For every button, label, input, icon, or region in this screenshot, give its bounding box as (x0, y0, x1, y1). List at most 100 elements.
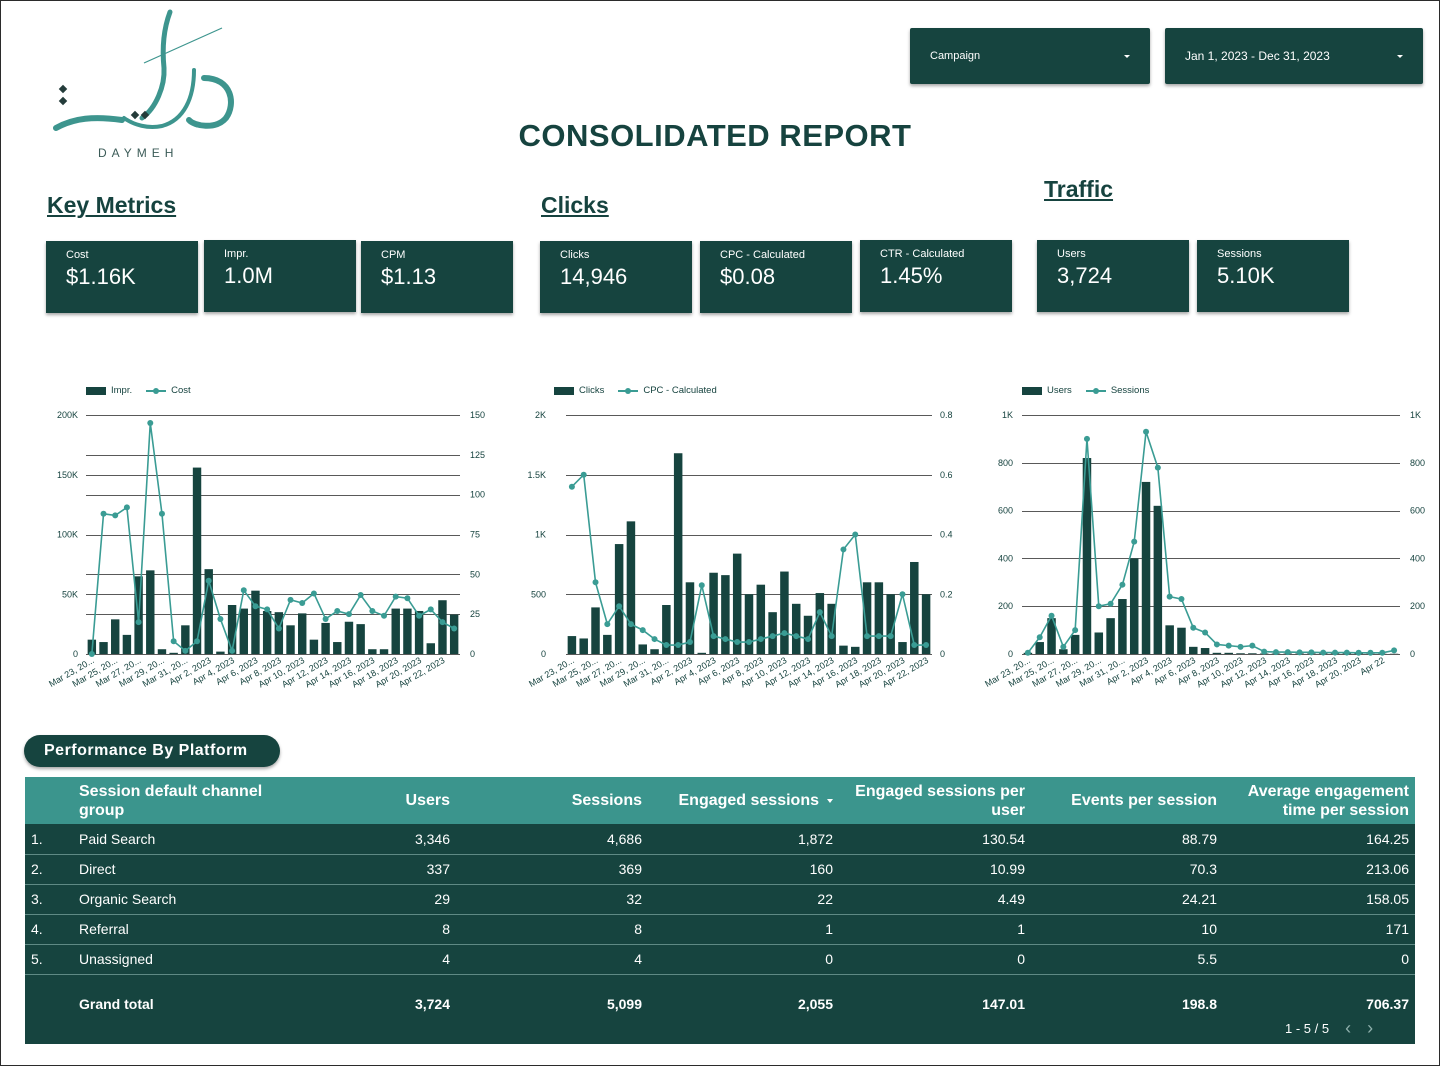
bar-impr- (99, 642, 108, 654)
header-users[interactable]: Users (405, 792, 450, 809)
bar-clicks (756, 584, 766, 654)
scorecard-value: 14,946 (560, 264, 628, 289)
header-sessions[interactable]: Sessions (571, 792, 642, 809)
legend-item-bar[interactable]: Impr. (86, 385, 132, 396)
line-point (123, 504, 130, 511)
bar-impr- (286, 625, 295, 654)
line-point (310, 590, 317, 597)
line-point (1048, 612, 1055, 619)
header-channel-group[interactable]: Session default channel group (79, 782, 263, 819)
left-axis-tick-label: 0 (73, 649, 78, 659)
line-point (1225, 642, 1232, 649)
line-point (240, 587, 247, 594)
table-header-row: Session default channel group Users Sess… (25, 777, 1415, 824)
line-point (299, 600, 306, 607)
bar-impr- (449, 614, 459, 654)
right-axis-tick-label: 400 (1410, 553, 1425, 563)
line-point (911, 642, 918, 649)
cell-engaged: 1 (648, 914, 839, 945)
line-point (112, 512, 119, 519)
line-point (194, 638, 201, 645)
bar-users (1153, 505, 1163, 654)
header-avg-engagement-time[interactable]: Average engagement time per session (1247, 782, 1409, 819)
bar-impr- (192, 467, 202, 654)
line-point (722, 636, 729, 643)
bar-impr- (227, 605, 237, 654)
line-point (1391, 647, 1398, 654)
line-point (1083, 435, 1090, 442)
grand-total-row: Grand total 3,724 5,099 2,055 147.01 198… (25, 974, 1415, 1034)
legend-item-bar[interactable]: Clicks (554, 385, 604, 396)
cell-users: 8 (283, 914, 456, 945)
header-engaged-per-user[interactable]: Engaged sessions per user (855, 782, 1025, 819)
legend-item-line[interactable]: CPC - Calculated (618, 385, 717, 396)
bar-clicks (744, 594, 754, 654)
table-row[interactable]: 5. Unassigned 4 4 0 0 5.5 0 (25, 944, 1415, 975)
line-point (170, 638, 177, 645)
line-point (627, 621, 634, 628)
header-index (25, 777, 73, 824)
bar-clicks (886, 594, 895, 654)
scorecard-label: CTR - Calculated (880, 248, 965, 260)
bar-impr- (391, 608, 400, 654)
header-engaged-sessions[interactable]: Engaged sessions (648, 777, 839, 824)
date-range-picker[interactable]: Jan 1, 2023 - Dec 31, 2023 (1165, 28, 1423, 84)
scorecard-label: Clicks (560, 249, 590, 261)
line-point (1119, 581, 1126, 588)
chevron-right-icon[interactable]: › (1367, 1018, 1374, 1038)
left-axis-tick-label: 1.5K (527, 470, 546, 480)
line-point (345, 611, 352, 618)
line-point (805, 636, 812, 643)
line-point (392, 593, 399, 600)
line-point (852, 531, 859, 538)
table-row[interactable]: 3. Organic Search 29 32 22 4.49 24.21 15… (25, 884, 1415, 915)
campaign-filter-label: Campaign (930, 50, 981, 62)
line-point (1072, 627, 1079, 634)
legend-item-bar[interactable]: Users (1022, 385, 1072, 396)
section-title-clicks: Clicks (541, 192, 609, 218)
legend-item-line[interactable]: Cost (146, 385, 191, 396)
line-point (1060, 643, 1067, 650)
cell-avg-time: 0 (1223, 944, 1415, 975)
bar-clicks (697, 652, 707, 654)
left-axis-tick-label: 200 (998, 601, 1013, 611)
chart-legend: Impr. Cost (86, 385, 191, 396)
cell-users: 29 (283, 884, 456, 915)
line-point (381, 612, 388, 619)
bar-impr- (309, 639, 319, 654)
line-point (404, 595, 411, 602)
line-point (710, 633, 717, 640)
total-engaged-per-user: 147.01 (982, 996, 1025, 1013)
line-point (1095, 603, 1102, 610)
scorecard-label: Cost (66, 249, 89, 261)
bar-users (1070, 634, 1080, 654)
bar-users (1129, 558, 1139, 654)
section-title-key-metrics: Key Metrics (47, 192, 177, 218)
campaign-filter-dropdown[interactable]: Campaign (910, 28, 1150, 84)
bar-clicks (673, 453, 683, 654)
right-axis-tick-label: 150 (470, 410, 485, 420)
line-point (1178, 596, 1185, 603)
line-point (616, 603, 623, 610)
left-axis-tick-label: 50K (62, 589, 78, 599)
legend-item-line[interactable]: Sessions (1085, 385, 1149, 396)
line-point (663, 642, 670, 649)
scorecard-value: 1.45% (880, 263, 943, 288)
chevron-left-icon[interactable]: ‹ (1345, 1018, 1352, 1038)
bar-clicks (579, 638, 588, 654)
cell-users: 4 (283, 944, 456, 975)
cell-engaged: 22 (648, 884, 839, 915)
cell-channel: Direct (73, 854, 283, 885)
right-axis-tick-label: 0.2 (940, 589, 953, 599)
table-row[interactable]: 1. Paid Search 3,346 4,686 1,872 130.54 … (25, 824, 1415, 855)
right-axis-tick-label: 25 (470, 609, 480, 619)
header-events-per-session[interactable]: Events per session (1071, 792, 1217, 809)
bar-clicks (709, 572, 718, 654)
bar-impr- (146, 570, 155, 654)
table-row[interactable]: 4. Referral 8 8 1 1 10 171 (25, 914, 1415, 945)
table-row[interactable]: 2. Direct 337 369 160 10.99 70.3 213.06 (25, 854, 1415, 885)
row-index: 4. (25, 914, 73, 945)
bar-clicks (721, 575, 730, 654)
line-point (1367, 649, 1374, 656)
